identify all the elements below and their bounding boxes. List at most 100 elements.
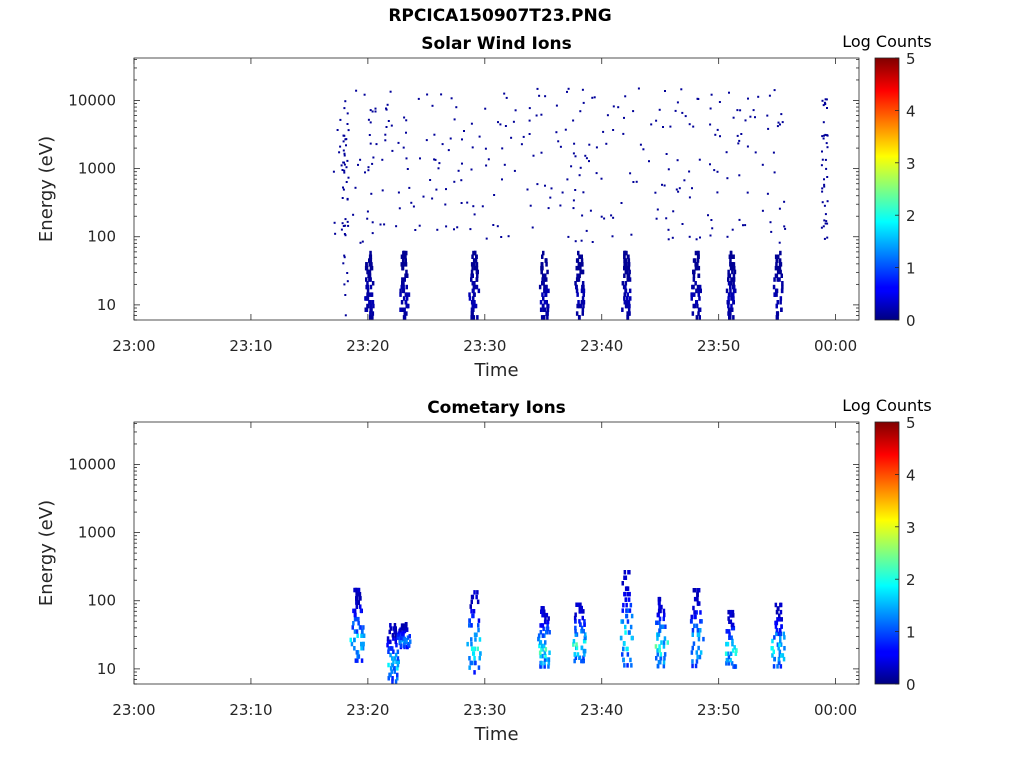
data-cell	[663, 656, 666, 661]
data-cell	[711, 227, 714, 230]
data-cell	[576, 265, 580, 271]
data-cell	[493, 194, 496, 196]
data-cell	[716, 128, 719, 131]
data-cell	[581, 88, 584, 91]
data-cell	[470, 300, 474, 305]
data-cell	[625, 646, 628, 652]
data-cell	[387, 649, 390, 654]
data-cell	[726, 235, 729, 238]
data-cell	[396, 662, 400, 668]
data-cell	[536, 183, 539, 186]
data-cell	[782, 631, 785, 637]
data-cell	[732, 315, 735, 320]
data-cell	[574, 612, 577, 617]
data-cell	[738, 139, 741, 142]
data-cell	[391, 656, 394, 661]
data-cell	[547, 657, 551, 662]
data-cell	[368, 258, 371, 263]
data-cell	[404, 273, 407, 278]
data-cell	[536, 87, 539, 90]
data-cell	[595, 146, 598, 149]
data-cell	[784, 227, 787, 230]
data-cell	[824, 103, 827, 106]
data-cell	[390, 669, 393, 674]
data-cell	[781, 121, 784, 124]
data-cell	[688, 196, 691, 199]
data-cell	[426, 93, 429, 96]
data-cell	[369, 303, 373, 309]
colorbar-tick-label: 5	[906, 414, 916, 432]
data-cell	[622, 132, 625, 135]
data-cell	[561, 191, 564, 194]
data-cell	[546, 269, 549, 275]
data-cell	[620, 202, 623, 204]
data-cell	[691, 659, 694, 664]
data-cell	[401, 307, 404, 312]
x-tick-label: 23:00	[112, 701, 155, 719]
data-cell	[627, 630, 631, 635]
data-cell	[821, 158, 824, 161]
data-cell	[437, 167, 440, 170]
data-cell	[620, 635, 623, 641]
data-cell	[341, 197, 344, 199]
data-cell	[403, 628, 407, 634]
x-tick-label: 00:00	[814, 701, 857, 719]
data-cell	[773, 635, 776, 640]
data-cell	[544, 184, 546, 187]
data-cell	[470, 599, 473, 605]
data-cell	[580, 254, 583, 259]
data-cell	[484, 107, 487, 110]
data-cell	[520, 143, 523, 146]
data-cell	[776, 277, 779, 282]
data-cell	[473, 656, 476, 661]
data-cell	[475, 284, 479, 290]
data-cell	[780, 653, 783, 658]
data-cell	[546, 623, 549, 628]
data-cell	[732, 273, 736, 278]
data-cell	[778, 265, 782, 271]
panel-1-ylabel: Energy (eV)	[36, 500, 57, 606]
data-cell	[357, 587, 361, 593]
data-cell	[628, 288, 632, 294]
data-cell	[623, 258, 626, 263]
data-cell	[425, 139, 428, 142]
data-cell	[541, 643, 544, 649]
data-cell	[695, 288, 698, 294]
data-cell	[356, 633, 359, 638]
data-cell	[357, 621, 360, 626]
y-tick-label: 10	[97, 296, 116, 314]
data-cell	[403, 311, 406, 316]
data-cell	[474, 250, 477, 256]
data-cell	[474, 303, 478, 309]
data-cell	[400, 262, 403, 267]
data-cell	[732, 254, 735, 259]
data-cell	[696, 588, 699, 593]
data-cell	[584, 632, 587, 637]
data-cell	[663, 612, 666, 618]
data-cell	[581, 214, 584, 217]
data-cell	[572, 642, 575, 647]
data-cell	[535, 114, 538, 117]
data-cell	[367, 292, 371, 297]
data-cell	[472, 296, 475, 301]
data-cell	[541, 292, 544, 297]
data-cell	[497, 121, 499, 124]
data-cell	[648, 160, 650, 163]
data-cell	[471, 265, 474, 271]
data-cell	[781, 281, 784, 286]
data-cell	[365, 307, 369, 312]
data-cell	[696, 632, 700, 637]
data-cell	[709, 107, 712, 110]
data-cell	[417, 97, 420, 100]
data-cell	[387, 120, 390, 122]
data-cell	[627, 311, 631, 316]
data-cell	[387, 676, 390, 681]
data-cell	[826, 200, 829, 203]
data-cell	[362, 625, 365, 630]
data-cell	[626, 315, 629, 320]
data-cell	[779, 642, 783, 647]
panel-0-colorbar-label: Log Counts	[842, 32, 932, 51]
data-cell	[766, 114, 769, 117]
data-cell	[470, 262, 474, 267]
data-cell	[775, 628, 779, 633]
